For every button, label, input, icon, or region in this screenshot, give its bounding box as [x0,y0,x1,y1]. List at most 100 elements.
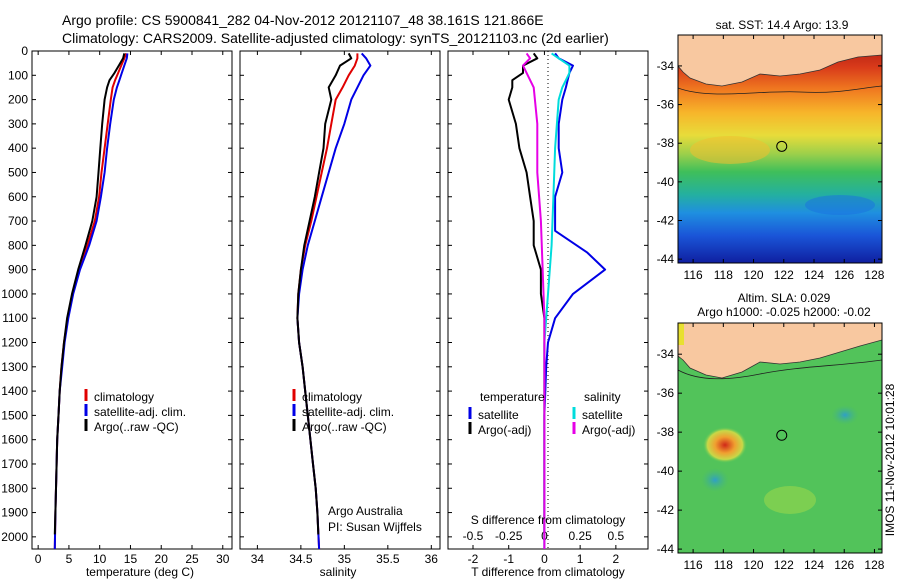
lon-tick-label: 122 [774,268,794,282]
legend-label: Argo(-adj) [582,423,635,437]
x-tick-label: -1 [503,552,514,566]
legend-label: satellite [478,408,519,422]
lon-tick-label: 116 [684,268,703,282]
s-tick-label: -0.25 [495,529,523,543]
sst-map-title: sat. SST: 14.4 Argo: 13.9 [716,18,849,32]
figure-title-line1: Argo profile: CS 5900841_282 04-Nov-2012… [62,12,544,28]
depth-tick-label: 400 [8,141,28,155]
lon-tick-label: 126 [834,268,854,282]
x-tick-label: 1 [577,552,584,566]
lat-tick-label: -44 [657,542,675,556]
depth-tick-label: 1000 [1,287,28,301]
depth-tick-label: 1600 [1,433,28,447]
depth-tick-label: 600 [8,190,28,204]
depth-tick-label: 800 [8,238,28,252]
series-line-temperature-satellite [543,52,607,549]
legend-label: satellite [582,408,623,422]
depth-tick-label: 200 [8,93,28,107]
lat-tick-label: -36 [657,98,675,112]
series-line-climatology [53,53,128,550]
depth-tick-label: 2000 [1,530,28,544]
depth-tick-label: 0 [21,44,28,58]
x-tick-label: 5 [66,552,73,566]
lat-tick-label: -42 [657,503,675,517]
sst-cool-patch [805,195,875,215]
depth-tick-label: 1700 [1,457,28,471]
legend-label: satellite-adj. clim. [302,405,394,419]
figure-title-line2: Climatology: CARS2009. Satellite-adjuste… [62,30,609,46]
legend-group-title: salinity [584,390,621,404]
depth-tick-label: 1400 [1,384,28,398]
x-tick-label: 35 [338,552,352,566]
sla-coastal-strip [678,323,684,345]
pi-label: PI: Susan Wijffels [328,520,422,534]
series-line-temperature-argo-adj- [507,52,546,535]
sst-contour [678,85,882,95]
sla-map-frame [677,322,883,554]
legend-label: Argo(-adj) [478,423,531,437]
difference-panel: -2 -1 0 1 2 -0.5 -0.25 0 0.25 0.5 S difference f… [447,50,649,579]
sla-high-anomaly [703,427,747,463]
lon-tick-label: 118 [714,558,733,572]
imos-timestamp: IMOS 11-Nov-2012 10:01:28 [883,383,897,536]
lon-tick-label: 120 [744,268,764,282]
legend-label: climatology [302,390,362,404]
legend-group-title: temperature [480,390,545,404]
depth-tick-label: 700 [8,214,28,228]
depth-tick-label: 300 [8,117,28,131]
lat-tick-label: -34 [657,347,675,361]
x-tick-label: 0 [541,552,548,566]
legend-label: Argo(..raw -QC) [302,420,387,434]
series-line-argo-raw-qc- [53,53,126,535]
x-tick-label: 20 [155,552,169,566]
x-tick-label: 0 [35,552,42,566]
s-tick-label: 0.25 [568,529,592,543]
lat-tick-label: -38 [657,136,675,150]
sla-map: Altim. SLA: 0.029 Argo h1000: -0.025 h20… [657,291,885,572]
series-line-salinity-argo-adj- [522,52,546,549]
s-difference-label: S difference from climatology [471,513,626,527]
x-tick-label: 25 [185,552,199,566]
temperature-panel: 0100200300400500600700800900100011001200… [1,44,233,579]
depth-tick-label: 100 [8,68,28,82]
sla-title-line1: Altim. SLA: 0.029 [738,291,831,305]
x-tick-label: 34 [251,552,265,566]
sst-map: sat. SST: 14.4 Argo: 13.9 -34 -36 -38 -40 -4… [657,18,885,282]
lat-tick-label: -40 [657,175,675,189]
difference-legend: temperaturesatelliteArgo(-adj)salinitysa… [468,390,635,437]
sla-yellow-patch [764,486,816,514]
lon-tick-label: 122 [774,558,794,572]
x-tick-label: 36 [425,552,439,566]
lon-tick-label: 120 [744,558,764,572]
lon-tick-label: 118 [714,268,733,282]
series-line-argo-raw-qc- [296,52,353,535]
series-line-salinity-satellite [543,52,571,549]
lat-tick-label: -44 [657,252,675,266]
depth-tick-label: 1300 [1,360,28,374]
lon-tick-label: 126 [834,558,854,572]
legend-label: Argo(..raw -QC) [94,420,179,434]
series-line-satellite-adj-clim- [53,53,129,550]
lat-tick-label: -40 [657,464,675,478]
lat-tick-label: -36 [657,386,675,400]
sla-land-mask [678,323,882,379]
depth-tick-label: 1800 [1,481,28,495]
legend-label: satellite-adj. clim. [94,405,186,419]
depth-tick-label: 900 [8,263,28,277]
x-tick-label: 15 [124,552,138,566]
x-tick-label: 30 [216,552,230,566]
lon-tick-label: 128 [864,268,884,282]
lat-tick-label: -38 [657,425,675,439]
sla-argo-position-marker [776,429,788,441]
series-line-climatology [296,53,359,550]
x-tick-label: 2 [613,552,620,566]
sst-map-frame [677,34,883,264]
lon-tick-label: 124 [804,558,824,572]
depth-tick-label: 1900 [1,506,28,520]
sla-low-anomaly [701,468,729,492]
x-tick-label: -2 [468,552,479,566]
sst-land-mask [678,35,882,87]
